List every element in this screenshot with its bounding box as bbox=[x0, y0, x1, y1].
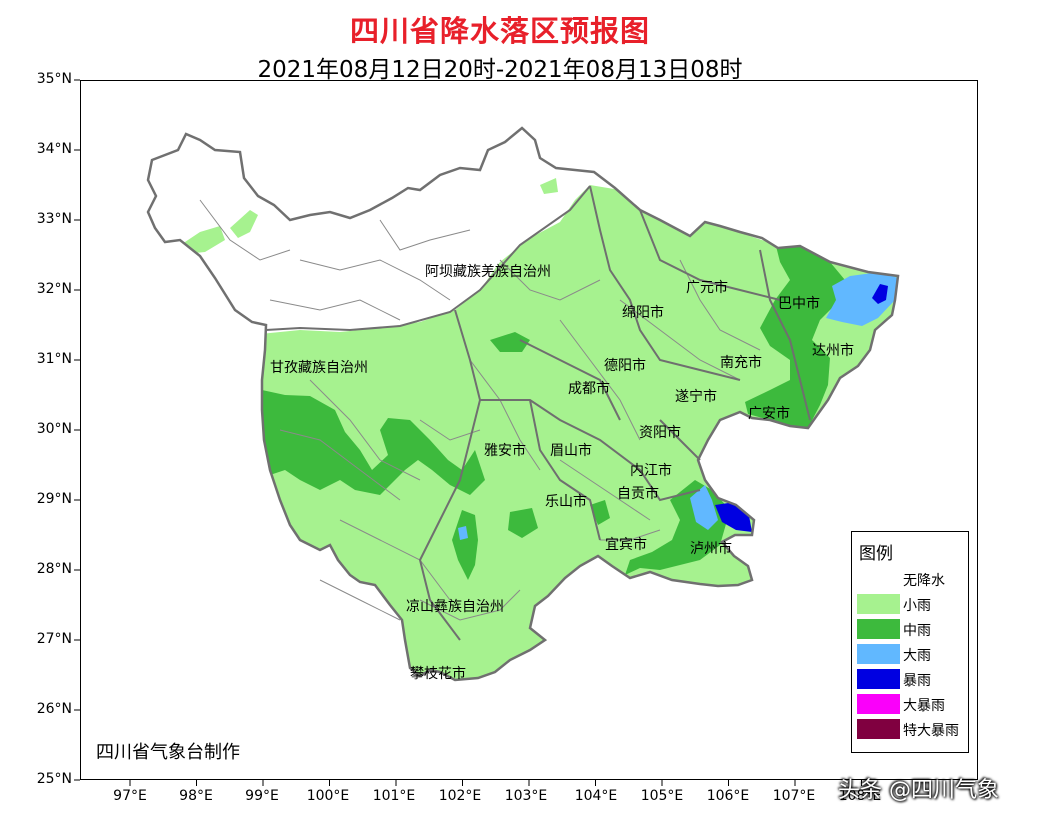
legend-item-heavy-rainstorm: 大暴雨 bbox=[857, 694, 967, 716]
legend-label-extreme-rainstorm: 特大暴雨 bbox=[903, 723, 959, 739]
legend-label-none: 无降水 bbox=[903, 573, 945, 589]
watermark: 头条 @四川气象 bbox=[838, 778, 999, 803]
label-ziyang: 资阳市 bbox=[639, 425, 681, 441]
label-panzhihua: 攀枝花市 bbox=[410, 666, 466, 682]
precipitation-layers bbox=[176, 178, 898, 680]
lon-label-98: 98°E bbox=[179, 788, 213, 804]
lat-label-32: 32°N bbox=[36, 281, 72, 297]
label-yibin: 宜宾市 bbox=[605, 537, 647, 553]
legend: 图例 无降水 小雨 中雨 大雨 暴雨 大暴雨 特大暴雨 bbox=[851, 531, 969, 753]
label-aba: 阿坝藏族羌族自治州 bbox=[425, 264, 551, 280]
moderate-rain-yibin bbox=[590, 500, 610, 525]
lon-label-106: 106°E bbox=[706, 788, 750, 804]
label-deyang: 德阳市 bbox=[604, 358, 646, 374]
lat-label-28: 28°N bbox=[36, 561, 72, 577]
legend-title: 图例 bbox=[859, 544, 893, 564]
label-luzhou: 泸州市 bbox=[690, 541, 732, 557]
light-rain-area bbox=[250, 185, 898, 680]
lon-label-103: 103°E bbox=[504, 788, 548, 804]
legend-item-rainstorm: 暴雨 bbox=[857, 669, 967, 691]
map-title: 四川省降水落区预报图 bbox=[349, 14, 650, 48]
lon-label-101: 101°E bbox=[372, 788, 416, 804]
lat-label-35: 35°N bbox=[36, 71, 72, 87]
legend-swatch-moderate bbox=[857, 619, 900, 639]
legend-item-light: 小雨 bbox=[857, 594, 967, 616]
label-suining: 遂宁市 bbox=[675, 389, 717, 405]
label-zigong: 自贡市 bbox=[617, 486, 659, 502]
lon-label-102: 102°E bbox=[438, 788, 482, 804]
moderate-rain-north bbox=[490, 332, 530, 352]
lat-label-33: 33°N bbox=[36, 211, 72, 227]
lon-label-108: 108°E bbox=[838, 788, 882, 804]
lon-label-104: 104°E bbox=[574, 788, 618, 804]
moderate-rain-northeast bbox=[745, 242, 845, 428]
lon-label-99: 99°E bbox=[245, 788, 279, 804]
lat-label-31: 31°N bbox=[36, 351, 72, 367]
legend-swatch-none bbox=[857, 569, 900, 589]
rainstorm-northeast bbox=[872, 284, 888, 304]
label-guangyuan: 广元市 bbox=[686, 280, 728, 296]
label-bazhong: 巴中市 bbox=[778, 296, 820, 312]
moderate-rain-west bbox=[262, 390, 485, 495]
label-neijiang: 内江市 bbox=[630, 463, 672, 479]
legend-item-heavy: 大雨 bbox=[857, 644, 967, 666]
legend-label-moderate: 中雨 bbox=[903, 623, 931, 639]
legend-item-extreme-rainstorm: 特大暴雨 bbox=[857, 719, 967, 741]
label-mianyang: 绵阳市 bbox=[622, 305, 664, 321]
heavy-rain-southeast bbox=[690, 485, 718, 530]
prefecture-boundaries bbox=[265, 185, 811, 641]
lon-label-100: 100°E bbox=[306, 788, 350, 804]
heavy-rain-small bbox=[458, 526, 468, 540]
lat-label-30: 30°N bbox=[36, 421, 72, 437]
county-boundaries bbox=[199, 199, 761, 621]
label-guangan: 广安市 bbox=[748, 406, 790, 422]
lon-label-97: 97°E bbox=[113, 788, 147, 804]
legend-item-none: 无降水 bbox=[857, 569, 967, 591]
lon-label-107: 107°E bbox=[772, 788, 816, 804]
moderate-rain-leshan bbox=[508, 508, 538, 538]
label-liangshan: 凉山彝族自治州 bbox=[406, 599, 504, 615]
moderate-rain-panzhihua-valley bbox=[452, 510, 478, 580]
legend-label-heavy: 大雨 bbox=[903, 648, 931, 664]
lat-label-27: 27°N bbox=[36, 631, 72, 647]
legend-swatch-extreme-rainstorm bbox=[857, 719, 900, 739]
forecast-period: 2021年08月12日20时-2021年08月13日08时 bbox=[257, 57, 743, 83]
label-meishan: 眉山市 bbox=[550, 443, 592, 459]
legend-label-heavy-rainstorm: 大暴雨 bbox=[903, 698, 945, 714]
legend-label-light: 小雨 bbox=[903, 598, 931, 614]
label-yaan: 雅安市 bbox=[484, 443, 526, 459]
lon-label-105: 105°E bbox=[640, 788, 684, 804]
legend-swatch-rainstorm bbox=[857, 669, 900, 689]
label-nanchong: 南充市 bbox=[720, 355, 762, 371]
legend-swatch-heavy-rainstorm bbox=[857, 694, 900, 714]
lat-label-25: 25°N bbox=[36, 771, 72, 787]
legend-swatch-light bbox=[857, 594, 900, 614]
label-dazhou: 达州市 bbox=[812, 343, 854, 359]
lat-label-26: 26°N bbox=[36, 701, 72, 717]
legend-item-moderate: 中雨 bbox=[857, 619, 967, 641]
producer-label: 四川省气象台制作 bbox=[96, 742, 240, 763]
light-rain-patch-n bbox=[540, 178, 558, 194]
axis-ticks bbox=[74, 79, 862, 786]
lat-label-29: 29°N bbox=[36, 491, 72, 507]
lat-label-34: 34°N bbox=[36, 141, 72, 157]
label-ganzi: 甘孜藏族自治州 bbox=[270, 360, 368, 376]
label-chengdu: 成都市 bbox=[568, 381, 610, 397]
light-rain-patch-nw1 bbox=[230, 210, 258, 238]
label-leshan: 乐山市 bbox=[545, 494, 587, 510]
legend-swatch-heavy bbox=[857, 644, 900, 664]
legend-label-rainstorm: 暴雨 bbox=[903, 673, 931, 689]
